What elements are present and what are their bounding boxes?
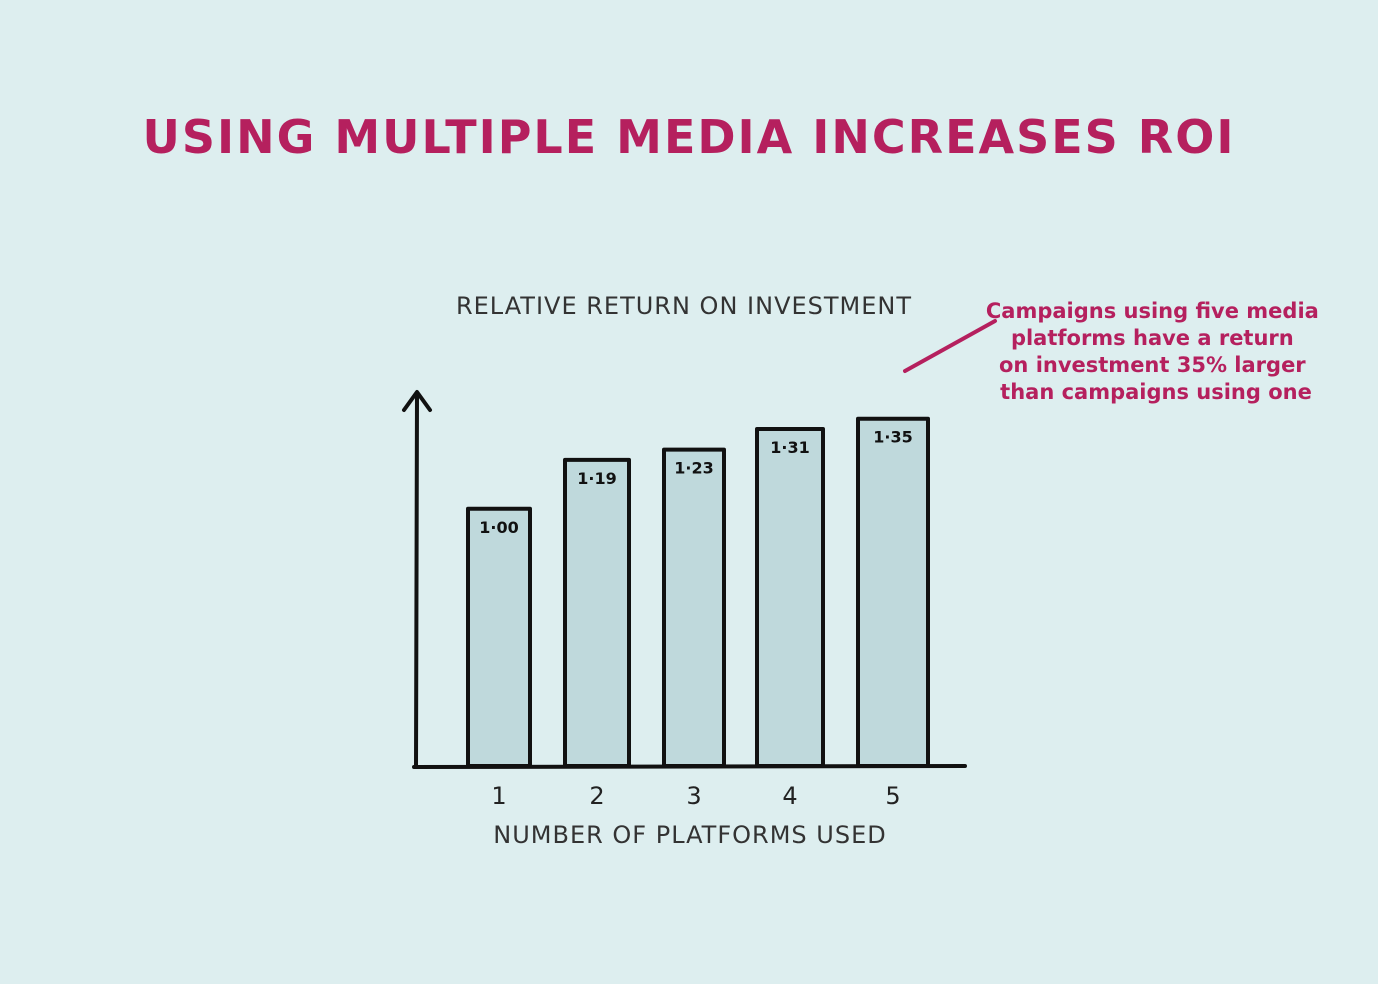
bar-value-label: 1·19 — [577, 469, 616, 488]
x-axis-title: NUMBER OF PLATFORMS USED — [493, 821, 886, 849]
bar-3 — [662, 447, 726, 768]
annotation-line: on investment 35% larger — [999, 353, 1306, 377]
x-tick-labels: 1 2 3 4 5 — [491, 782, 900, 810]
annotation: Campaigns using five media platforms hav… — [986, 299, 1326, 404]
page-title: USING MULTIPLE MEDIA INCREASES ROI — [142, 110, 1236, 164]
bar-value-label: 1·23 — [674, 459, 713, 478]
x-tick-label: 4 — [782, 782, 797, 810]
annotation-line: platforms have a return — [1011, 326, 1294, 350]
x-tick-label: 2 — [589, 782, 604, 810]
x-tick-label: 3 — [686, 782, 701, 810]
y-axis-title: RELATIVE RETURN ON INVESTMENT — [456, 292, 912, 320]
bar-value-label: 1·31 — [770, 438, 809, 457]
bar-2 — [563, 457, 631, 768]
x-tick-label: 5 — [885, 782, 900, 810]
annotation-line: than campaigns using one — [1000, 380, 1312, 404]
x-axis — [412, 764, 967, 769]
annotation-line: Campaigns using five media — [986, 299, 1319, 323]
y-axis — [414, 392, 419, 769]
bar-5 — [856, 416, 930, 768]
bar-4 — [755, 427, 825, 768]
bar-1 — [466, 506, 532, 768]
bar-value-label: 1·35 — [873, 428, 912, 447]
bar-value-label: 1·00 — [479, 518, 518, 537]
y-axis-arrow-icon — [402, 390, 432, 412]
x-tick-label: 1 — [491, 782, 506, 810]
annotation-pointer — [903, 319, 997, 373]
bars-layer: 1·00 1·19 1·23 1·31 1·35 — [466, 416, 930, 768]
